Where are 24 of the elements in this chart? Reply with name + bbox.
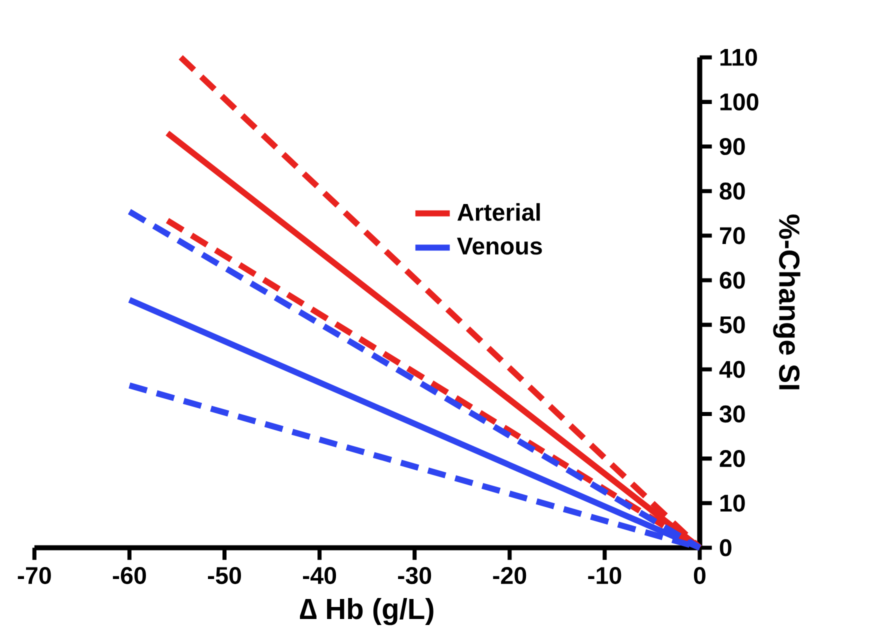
y-tick-label: 70 [720, 227, 745, 244]
y-tick-label: 30 [720, 406, 745, 423]
x-tick-label: -60 [112, 567, 146, 584]
x-tick-label: -20 [493, 567, 526, 584]
y-tick-label: 20 [720, 450, 745, 468]
y-tick-label: 0 [720, 539, 732, 557]
y-tick-label: 50 [720, 316, 745, 334]
y-tick-label: 90 [720, 138, 745, 156]
x-tick-label: 0 [694, 567, 706, 584]
y-tick-label: 80 [720, 182, 745, 200]
y-axis-title: %-Change SI [773, 214, 800, 390]
y-tick-label: 110 [720, 49, 757, 66]
y-tick-label: 100 [720, 94, 758, 111]
y-tick-label: 40 [719, 361, 745, 378]
x-tick-label: -50 [208, 567, 241, 584]
legend-label: Arterial [457, 203, 540, 222]
x-tick-label: -10 [588, 567, 622, 584]
y-tick-label: 60 [720, 272, 745, 290]
y-tick-label: 10 [720, 494, 745, 512]
x-axis-title: ∆ Hb (g/L) [300, 598, 434, 626]
x-tick-label: -40 [303, 567, 336, 584]
legend-label: Venous [457, 238, 542, 255]
x-tick-label: -30 [398, 567, 432, 584]
x-tick-label: -70 [18, 567, 51, 584]
